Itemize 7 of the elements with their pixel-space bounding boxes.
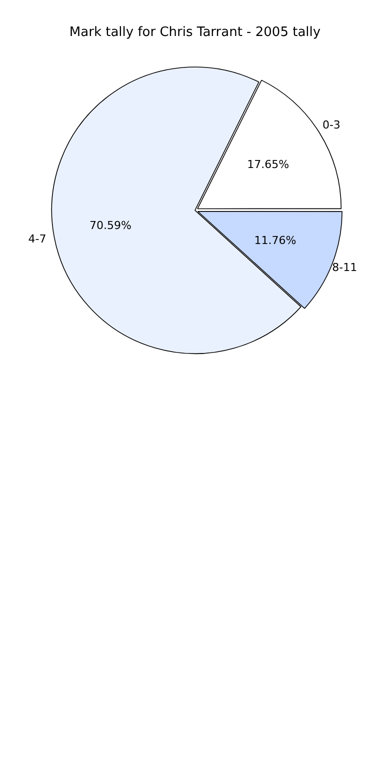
slice-label: 8-11 (332, 261, 358, 274)
slice-label: 0-3 (322, 118, 340, 132)
data-label: 11.76% (254, 234, 296, 248)
chart-title: Mark tally for Chris Tarrant - 2005 tally (69, 25, 321, 40)
slice-label: 4-7 (28, 232, 46, 246)
data-label: 17.65% (247, 158, 290, 171)
data-label: 70.59% (90, 218, 132, 232)
